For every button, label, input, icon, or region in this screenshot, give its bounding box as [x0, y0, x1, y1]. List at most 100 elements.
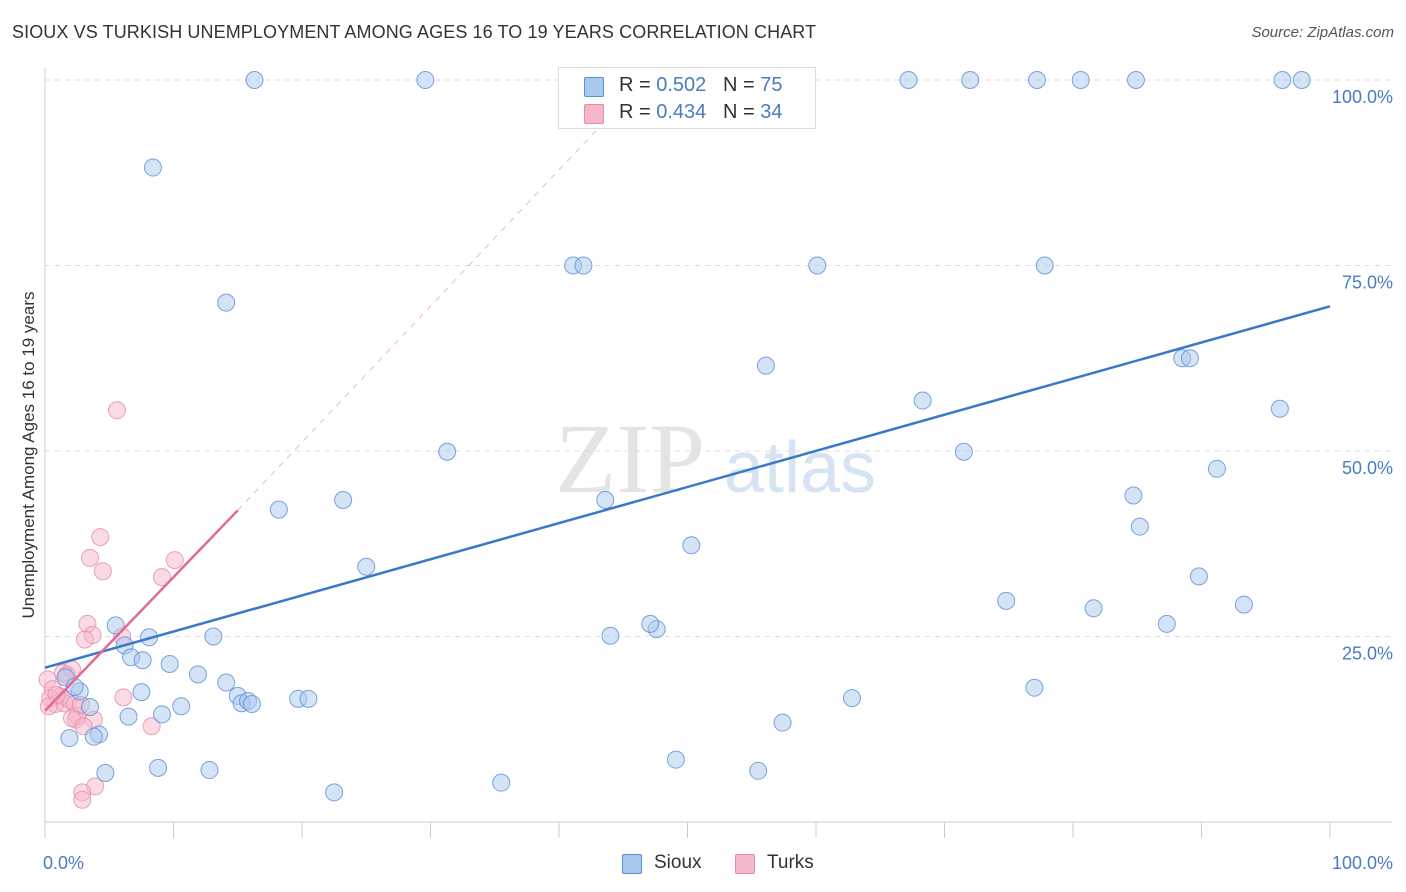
- turks-r-value: 0.434: [656, 101, 707, 123]
- y-tick-label-100: 100.0%: [1332, 87, 1393, 107]
- sioux-point-6: [1028, 71, 1047, 89]
- turks-legend-label: Turks: [767, 852, 814, 873]
- sioux-points: [56, 71, 1311, 802]
- sioux-point-69: [149, 758, 168, 777]
- turks-trend-line: [44, 509, 239, 712]
- sioux-point-26: [334, 490, 353, 509]
- sioux-point-20: [913, 391, 932, 410]
- sioux-point-64: [119, 707, 138, 726]
- turks-legend-swatch: [735, 854, 755, 874]
- x-tick-label-100: 100.0%: [1332, 853, 1393, 873]
- turks-point-30: [114, 688, 133, 707]
- sioux-point-11: [143, 158, 162, 177]
- sioux-point-68: [84, 727, 103, 746]
- sioux-point-14: [574, 256, 593, 275]
- chart-title: SIOUX VS TURKISH UNEMPLOYMENT AMONG AGES…: [12, 22, 817, 42]
- series-legend: Sioux Turks: [0, 852, 1406, 878]
- sioux-point-75: [325, 783, 344, 802]
- sioux-point-47: [188, 665, 207, 684]
- sioux-point-41: [601, 626, 620, 645]
- sioux-point-9: [1273, 71, 1292, 89]
- turks-point-33: [73, 790, 92, 809]
- sioux-point-0: [245, 71, 264, 89]
- sioux-point-29: [1130, 517, 1149, 536]
- sioux-point-27: [596, 490, 615, 509]
- turks-point-3: [165, 551, 184, 570]
- sioux-point-42: [204, 627, 223, 646]
- turks-n-value: 34: [760, 101, 783, 123]
- sioux-point-62: [1025, 678, 1044, 697]
- sioux-r-value: 0.502: [656, 74, 707, 96]
- turks-point-8: [75, 630, 94, 649]
- sioux-point-70: [200, 761, 219, 780]
- sioux-point-8: [1126, 71, 1145, 89]
- sioux-point-23: [954, 442, 973, 461]
- sioux-point-5: [961, 71, 980, 89]
- sioux-point-66: [60, 729, 79, 748]
- correlation-legend: R = 0.502 N = 75 R = 0.434 N = 34: [558, 67, 816, 129]
- turks-point-4: [93, 562, 112, 581]
- sioux-point-17: [756, 356, 775, 375]
- sioux-point-40: [1157, 614, 1176, 633]
- sioux-point-46: [160, 654, 179, 673]
- source-label: Source: ZipAtlas.com: [1251, 24, 1394, 41]
- sioux-point-19: [1180, 349, 1199, 368]
- sioux-point-35: [1234, 595, 1253, 614]
- y-tick-label-25: 25.0%: [1342, 644, 1393, 664]
- trend-lines: [44, 79, 1331, 712]
- sioux-point-28: [1124, 486, 1143, 505]
- sioux-trend-line: [44, 305, 1331, 669]
- sioux-point-58: [299, 689, 318, 708]
- sioux-point-1: [416, 71, 435, 89]
- x-tick-label-0: 0.0%: [43, 853, 84, 873]
- sioux-point-61: [842, 689, 861, 708]
- turks-trend-extension: [237, 79, 645, 511]
- sioux-point-60: [172, 697, 191, 716]
- turks-point-0: [107, 401, 126, 420]
- sioux-point-10: [1292, 71, 1311, 89]
- sioux-point-36: [106, 616, 125, 635]
- sioux-point-72: [666, 750, 685, 769]
- turks-point-29: [142, 717, 161, 736]
- sioux-point-7: [1071, 71, 1090, 89]
- sioux-point-15: [808, 256, 827, 275]
- sioux-r-label: R =: [619, 74, 657, 96]
- watermark-zip: ZIP: [555, 403, 705, 514]
- sioux-point-22: [438, 442, 457, 461]
- sioux-point-73: [749, 761, 768, 780]
- sioux-point-25: [269, 500, 288, 519]
- turks-swatch: [584, 104, 604, 124]
- sioux-legend-label: Sioux: [654, 852, 702, 873]
- sioux-point-39: [641, 614, 660, 633]
- sioux-swatch: [584, 77, 604, 97]
- sioux-point-24: [1207, 459, 1226, 478]
- sioux-point-48: [217, 673, 236, 692]
- sioux-point-21: [1270, 399, 1289, 418]
- sioux-point-4: [899, 71, 918, 89]
- turks-point-2: [80, 548, 99, 567]
- turks-point-1: [91, 528, 110, 547]
- tick-labels: 25.0% 50.0% 75.0% 100.0% 0.0% 100.0%: [43, 87, 1393, 873]
- sioux-point-31: [357, 557, 376, 576]
- sioux-n-label: N =: [722, 74, 761, 96]
- sioux-point-30: [682, 536, 701, 555]
- turks-points: [38, 401, 184, 809]
- y-tick-label-50: 50.0%: [1342, 458, 1393, 478]
- sioux-point-16: [1035, 256, 1054, 275]
- sioux-point-74: [492, 773, 511, 792]
- sioux-point-59: [80, 697, 99, 716]
- sioux-point-32: [1189, 567, 1208, 586]
- sioux-n-value: 75: [760, 74, 783, 96]
- sioux-point-71: [96, 764, 115, 783]
- turks-n-label: N =: [722, 101, 761, 123]
- sioux-point-45: [133, 651, 152, 670]
- turks-r-label: R =: [619, 101, 657, 123]
- turks-point-5: [152, 568, 171, 587]
- sioux-point-34: [1084, 599, 1103, 618]
- sioux-point-52: [132, 683, 151, 702]
- sioux-point-56: [242, 695, 261, 714]
- sioux-point-33: [997, 591, 1016, 610]
- axes: [44, 68, 1392, 838]
- sioux-legend-swatch: [622, 854, 642, 874]
